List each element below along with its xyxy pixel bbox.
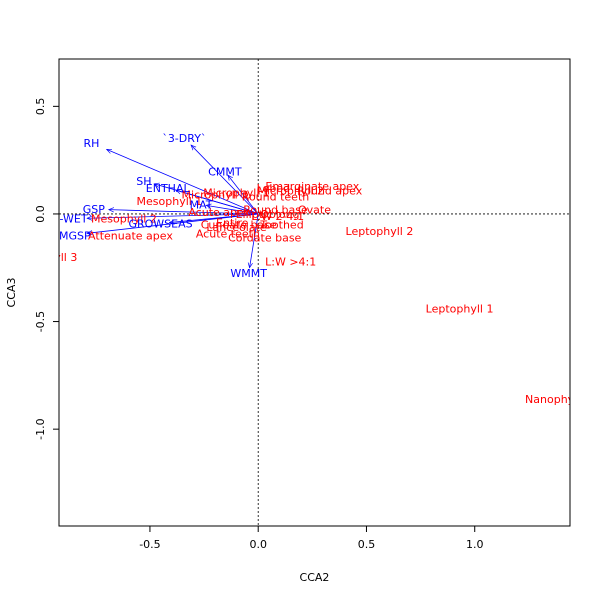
species-label: L:W >4:1 bbox=[265, 255, 316, 268]
species-label: Cordate base bbox=[228, 232, 301, 245]
y-tick-label: 0.0 bbox=[34, 205, 47, 223]
env-vector-label: CMMT bbox=[208, 165, 242, 178]
species-label: Ovate bbox=[298, 204, 331, 217]
species-label: Emarginate apex bbox=[265, 180, 359, 193]
env-vector-label: GROWSEAS bbox=[128, 217, 192, 230]
env-vector-arrow bbox=[206, 205, 259, 215]
y-tick-label: -1.0 bbox=[34, 418, 47, 439]
species-label: Entire bbox=[216, 217, 249, 230]
env-vector-arrow bbox=[191, 145, 259, 215]
env-vector-label: `3-WET` bbox=[47, 213, 93, 226]
species-label: Lobed bbox=[257, 182, 290, 195]
env-vector-label: `3-DRY` bbox=[162, 132, 206, 145]
species-label: Megaphyll 3 bbox=[10, 251, 77, 264]
env-vector-label: WMMT bbox=[230, 267, 267, 280]
env-vector-label: MAT bbox=[190, 198, 213, 211]
y-axis-title: CCA3 bbox=[5, 278, 18, 308]
species-label: Oblong bbox=[260, 208, 299, 221]
species-label: Lanceolate bbox=[206, 221, 266, 234]
env-vector-label: MMGSP bbox=[49, 229, 90, 242]
species-label: Microphyll 3 bbox=[182, 189, 249, 202]
x-axis-title: CCA2 bbox=[300, 571, 330, 584]
species-label: Acute teeth bbox=[196, 227, 260, 240]
env-vector-label: GSP bbox=[83, 203, 106, 216]
species-label: Cuneate base bbox=[201, 219, 277, 232]
x-tick-label: -0.5 bbox=[139, 538, 160, 551]
x-axis: -0.5 0.0 0.5 1.0 bbox=[139, 526, 483, 551]
species-label: Nanophyll bbox=[525, 393, 580, 406]
env-vector-arrow bbox=[87, 213, 259, 218]
env-vector-arrows bbox=[87, 145, 259, 268]
env-vector-arrow bbox=[109, 210, 259, 215]
env-vector-arrow bbox=[250, 213, 259, 268]
env-vector-arrow bbox=[176, 190, 259, 215]
x-tick-label: 1.0 bbox=[466, 538, 484, 551]
species-label: Round base bbox=[243, 204, 308, 217]
env-vector-label: ENTHAL bbox=[146, 182, 191, 195]
species-label: Attenuate apex bbox=[88, 229, 173, 242]
env-vector-label: SH bbox=[136, 175, 151, 188]
species-label: Elliptic bbox=[236, 208, 273, 221]
species-label: Mesophyll 1 bbox=[137, 195, 203, 208]
x-tick-label: 0.0 bbox=[249, 538, 267, 551]
env-vector-arrow bbox=[107, 149, 259, 215]
species-label: Round apex bbox=[297, 184, 363, 197]
y-tick-label: 0.5 bbox=[34, 98, 47, 116]
x-tick-label: 0.5 bbox=[358, 538, 376, 551]
y-tick-label: -0.5 bbox=[34, 311, 47, 332]
y-axis: -1.0 -0.5 0.0 0.5 bbox=[34, 98, 59, 440]
species-label: Acute apex bbox=[188, 206, 250, 219]
species-label: Toothed bbox=[259, 219, 303, 232]
plot-frame bbox=[58, 58, 571, 527]
species-label: L:W 2-4:1 bbox=[251, 210, 304, 223]
env-vector-arrow bbox=[169, 213, 259, 223]
species-label: Microphyll 2 bbox=[257, 184, 324, 197]
species-label: Round teeth bbox=[242, 191, 309, 204]
species-label: Leptophyll 2 bbox=[346, 225, 414, 238]
species-label: Mesophyll 2 bbox=[91, 212, 157, 225]
species-label: Microphyll 1 bbox=[203, 186, 270, 199]
env-vector-label: RH bbox=[84, 137, 100, 150]
species-label: Leptophyll 1 bbox=[426, 303, 494, 316]
env-vector-arrow bbox=[228, 175, 259, 215]
